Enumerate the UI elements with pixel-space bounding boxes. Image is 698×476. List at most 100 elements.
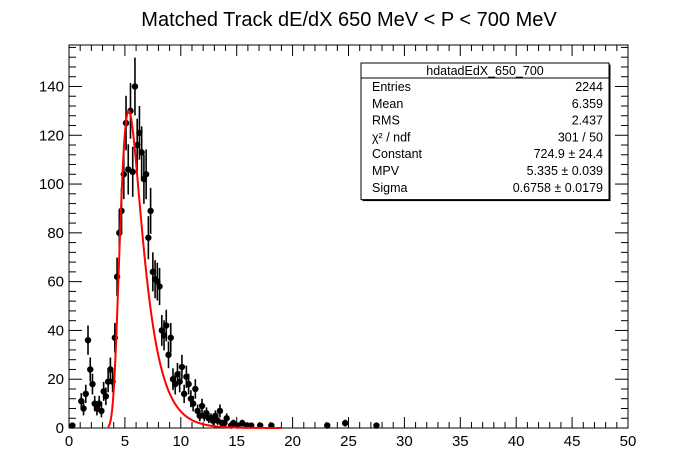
data-point bbox=[176, 371, 183, 393]
data-point bbox=[87, 357, 94, 382]
marker bbox=[80, 405, 87, 412]
stats-row-label: RMS bbox=[372, 114, 400, 128]
marker bbox=[198, 402, 206, 410]
x-tick-label: 35 bbox=[452, 433, 469, 450]
data-point bbox=[82, 384, 89, 403]
marker bbox=[87, 366, 94, 373]
marker bbox=[185, 380, 192, 388]
x-tick-label: 25 bbox=[340, 433, 357, 450]
data-point bbox=[69, 422, 76, 429]
marker bbox=[341, 419, 349, 427]
y-tick-label: 100 bbox=[39, 176, 64, 193]
stats-row-value: 724.9 ± 24.4 bbox=[534, 147, 603, 161]
stats-row-label: Entries bbox=[372, 80, 411, 94]
x-tick-label: 50 bbox=[620, 433, 637, 450]
data-point bbox=[102, 387, 110, 406]
marker bbox=[163, 322, 170, 329]
marker bbox=[138, 149, 145, 156]
x-tick-label: 15 bbox=[228, 433, 245, 450]
x-tick-label: 10 bbox=[172, 433, 189, 450]
data-point bbox=[192, 379, 199, 399]
x-axis: 0 5 10 15 20 25 30 35 40 45 50 bbox=[65, 45, 637, 450]
x-tick-label: 0 bbox=[65, 433, 73, 450]
y-tick-label: 20 bbox=[47, 371, 64, 388]
y-tick-label: 0 bbox=[56, 420, 64, 437]
marker bbox=[165, 351, 172, 359]
x-tick-label: 20 bbox=[284, 433, 301, 450]
data-point bbox=[185, 373, 192, 395]
data-point bbox=[98, 404, 105, 418]
marker bbox=[192, 385, 199, 393]
y-tick-label: 40 bbox=[47, 322, 64, 339]
data-point bbox=[125, 144, 132, 195]
data-point bbox=[156, 267, 163, 306]
marker bbox=[142, 171, 150, 178]
marker bbox=[131, 83, 139, 90]
x-tick-label: 30 bbox=[396, 433, 413, 450]
marker bbox=[189, 400, 197, 407]
data-points bbox=[69, 57, 380, 429]
marker bbox=[145, 234, 152, 241]
data-point bbox=[198, 398, 206, 414]
data-point bbox=[180, 384, 188, 403]
y-tick-label: 140 bbox=[39, 78, 64, 95]
marker bbox=[156, 283, 163, 290]
x-tick-label: 5 bbox=[121, 433, 129, 450]
marker bbox=[180, 390, 188, 398]
data-point bbox=[107, 357, 114, 382]
data-point bbox=[142, 149, 150, 200]
marker bbox=[84, 336, 92, 344]
fit-curve bbox=[107, 109, 281, 429]
stats-row-label: Sigma bbox=[372, 181, 407, 195]
data-point bbox=[138, 126, 145, 179]
stats-row-value: 6.359 bbox=[572, 97, 603, 111]
data-point bbox=[89, 373, 96, 395]
data-point bbox=[165, 341, 172, 369]
stats-row-value: 5.335 ± 0.039 bbox=[527, 164, 603, 178]
marker bbox=[167, 334, 174, 341]
data-point bbox=[341, 419, 349, 427]
y-tick-label: 80 bbox=[47, 225, 64, 242]
stats-row-label: χ² / ndf bbox=[372, 130, 411, 144]
data-point bbox=[163, 309, 170, 342]
x-tick-label: 40 bbox=[508, 433, 525, 450]
marker bbox=[129, 168, 136, 176]
marker bbox=[98, 407, 105, 415]
marker bbox=[373, 422, 380, 429]
y-tick-label: 120 bbox=[39, 127, 64, 144]
marker bbox=[147, 207, 154, 215]
data-point bbox=[167, 322, 174, 353]
data-point bbox=[223, 413, 230, 424]
data-point bbox=[178, 354, 186, 380]
stats-row-label: MPV bbox=[372, 164, 400, 178]
stats-row-value: 0.6758 ± 0.0179 bbox=[513, 181, 603, 195]
stats-box-frame bbox=[360, 62, 610, 201]
data-point bbox=[84, 325, 92, 355]
marker bbox=[216, 407, 224, 415]
data-point bbox=[189, 395, 197, 412]
stats-row-value: 2244 bbox=[575, 80, 603, 94]
stats-row-label: Mean bbox=[372, 97, 403, 111]
data-point bbox=[145, 216, 152, 260]
data-point bbox=[131, 57, 139, 116]
marker bbox=[69, 422, 76, 429]
marker bbox=[82, 390, 89, 398]
marker bbox=[89, 380, 96, 388]
marker bbox=[178, 363, 186, 371]
data-point bbox=[324, 422, 331, 429]
marker bbox=[102, 393, 110, 400]
marker bbox=[196, 412, 204, 420]
stats-box: hdatadEdX_650_700 Entries 2244 Mean 6.359 RMS… bbox=[360, 62, 611, 202]
chart-title: Matched Track dE/dX 650 MeV < P < 700 Me… bbox=[141, 9, 557, 31]
marker bbox=[223, 415, 230, 422]
data-point bbox=[373, 422, 380, 429]
marker bbox=[176, 378, 183, 385]
stats-row-label: Constant bbox=[372, 147, 423, 161]
y-tick-label: 60 bbox=[47, 274, 64, 291]
data-point bbox=[80, 401, 87, 416]
stats-row-value: 301 / 50 bbox=[558, 130, 603, 144]
data-point bbox=[216, 404, 224, 418]
stats-box-title: hdatadEdX_650_700 bbox=[426, 64, 544, 78]
data-point bbox=[129, 146, 136, 197]
